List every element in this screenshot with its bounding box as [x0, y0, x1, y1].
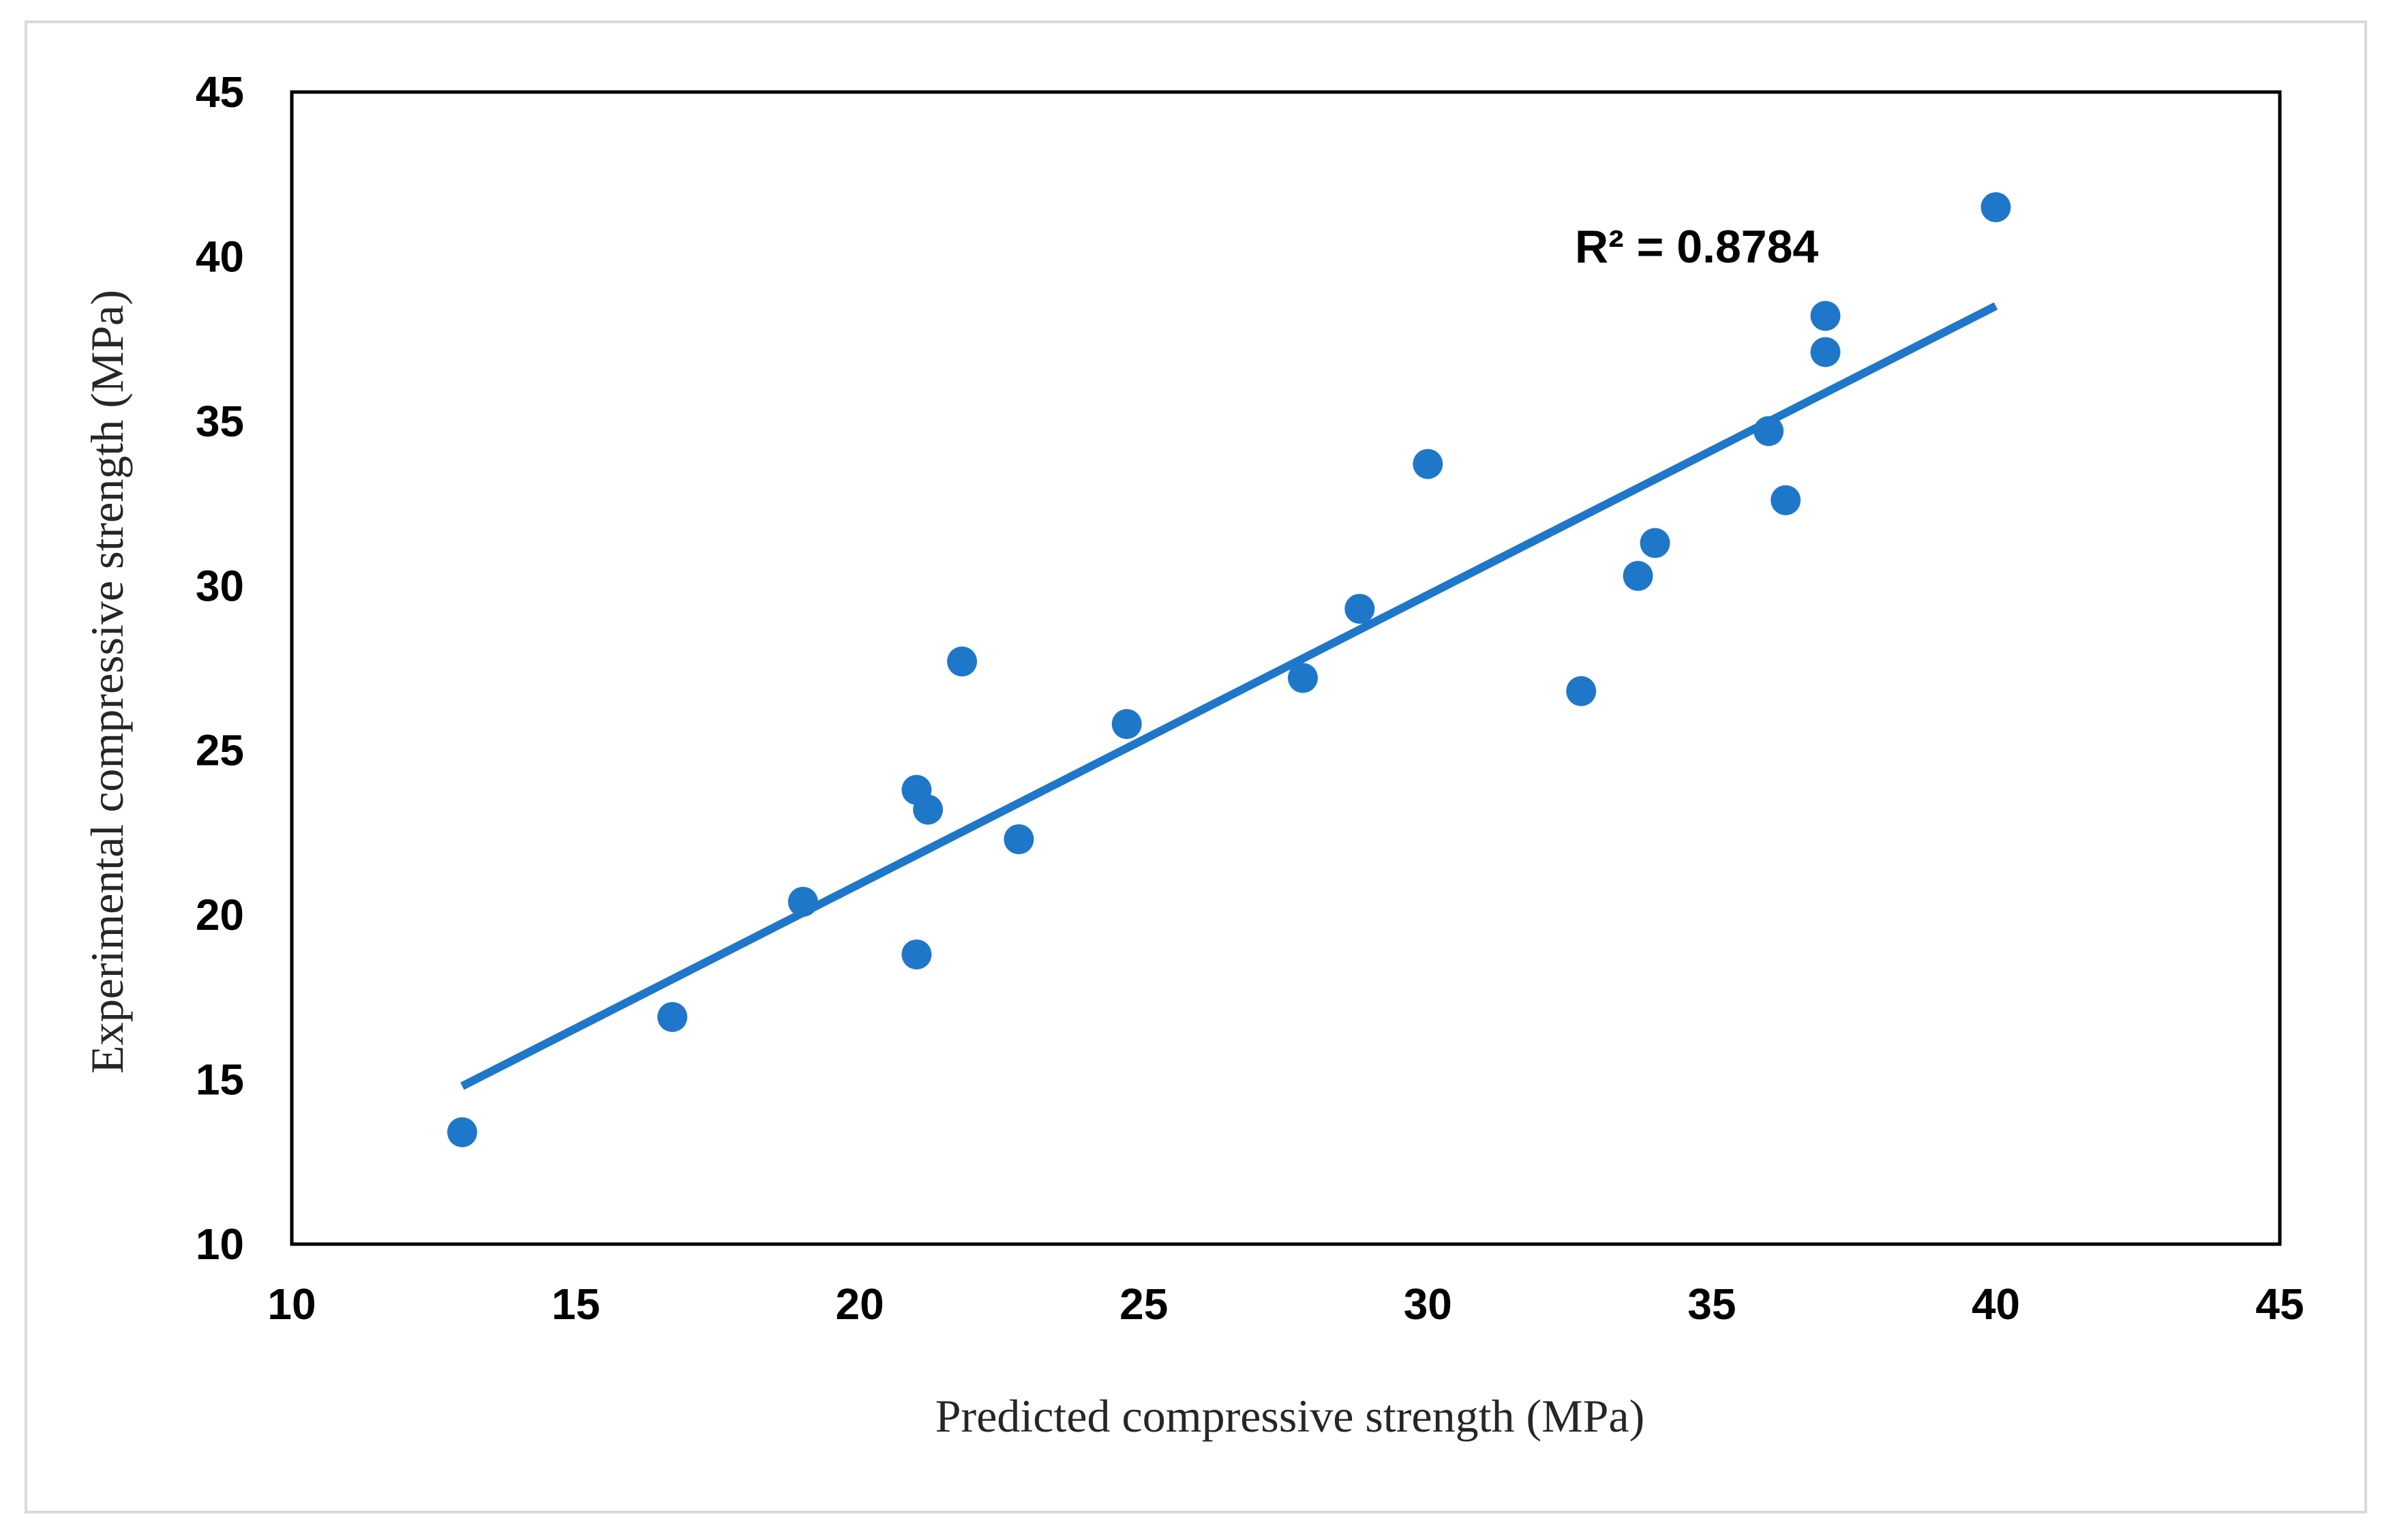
data-point — [947, 646, 978, 677]
data-point — [447, 1117, 477, 1147]
x-tick-label: 25 — [1119, 1280, 1168, 1329]
y-tick-label: 35 — [196, 397, 244, 446]
data-point — [657, 1001, 688, 1032]
data-point — [1810, 337, 1841, 367]
data-point — [901, 939, 932, 970]
data-points — [447, 192, 2011, 1147]
data-point — [1754, 416, 1784, 447]
data-point — [787, 886, 818, 917]
r-squared-label: R² = 0.8784 — [1575, 221, 1818, 273]
x-tick-label: 45 — [2255, 1280, 2304, 1329]
data-point — [1810, 301, 1841, 331]
y-tick-label: 20 — [196, 890, 244, 939]
y-tick-label: 30 — [196, 561, 244, 610]
x-tick-label: 30 — [1404, 1280, 1452, 1329]
data-point — [913, 794, 944, 825]
data-point — [1981, 192, 2011, 222]
x-tick-label: 20 — [836, 1280, 884, 1329]
y-tick-label: 25 — [196, 726, 244, 775]
data-point — [1004, 824, 1034, 855]
data-point — [1623, 560, 1653, 591]
x-axis-title: Predicted compressive strength (MPa) — [935, 1390, 1645, 1442]
y-axis-title: Experimental compressive strength (MPa) — [81, 290, 133, 1074]
data-point — [1566, 676, 1597, 706]
x-tick-label: 10 — [267, 1280, 316, 1329]
data-point — [1413, 449, 1443, 479]
data-point — [1287, 663, 1318, 693]
y-tick-label: 45 — [196, 67, 244, 117]
x-tick-label: 15 — [552, 1280, 600, 1329]
data-point — [1771, 485, 1801, 515]
y-tick-label: 15 — [196, 1055, 244, 1104]
data-point — [1640, 528, 1670, 558]
x-tick-label: 35 — [1687, 1280, 1736, 1329]
data-point — [1344, 594, 1375, 624]
y-axis-ticks: 10 15 20 25 30 35 40 45 — [196, 67, 244, 1269]
data-point — [1111, 709, 1142, 740]
trendline — [460, 302, 1998, 1090]
y-tick-label: 40 — [196, 232, 244, 281]
x-tick-label: 40 — [1972, 1280, 2020, 1329]
y-tick-label: 10 — [196, 1220, 244, 1269]
x-axis-ticks: 10 15 20 25 30 35 40 45 — [267, 1280, 2304, 1329]
